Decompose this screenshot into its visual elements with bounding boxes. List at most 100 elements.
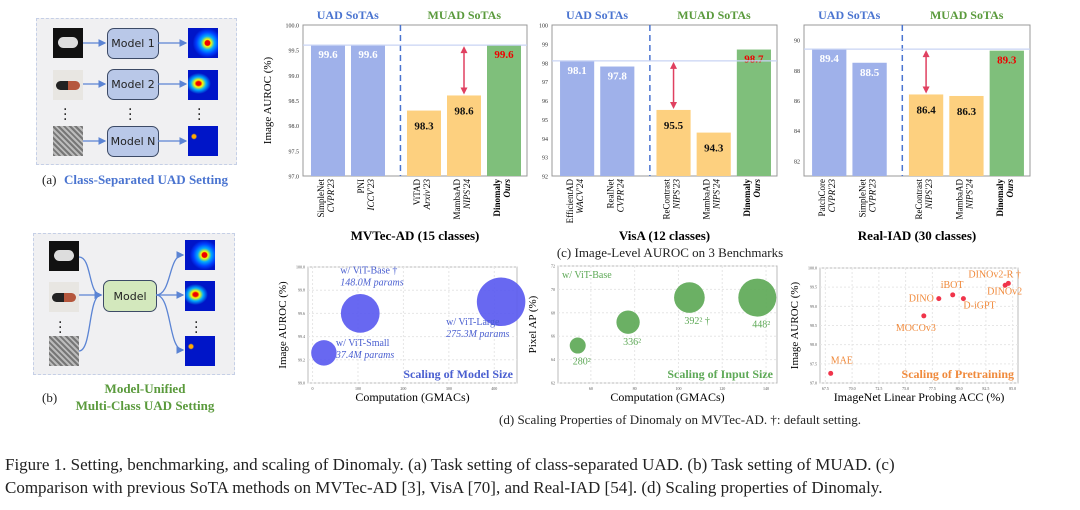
y-tick-label: 90 bbox=[794, 39, 800, 45]
y-tick-label: 62 bbox=[551, 381, 555, 386]
plot-frame bbox=[557, 265, 778, 384]
x-tick-label: ReContrastNIPS'23 bbox=[914, 179, 934, 220]
x-tick-label: ReContrastNIPS'23 bbox=[662, 179, 682, 220]
x-tick-venue: NIPS'24 bbox=[964, 179, 974, 210]
model-2-box: Model 2 bbox=[107, 69, 159, 100]
gap-arrow-head bbox=[670, 101, 678, 109]
chart-title: Real-IAD (30 classes) bbox=[858, 228, 976, 243]
x-tick-label: EfficientADWACV'24 bbox=[565, 179, 585, 224]
data-point bbox=[340, 294, 380, 333]
scatter-chart-1: 60 80 100 120 140 62 64 66 68 70 72 Computation (GM… bbox=[527, 264, 778, 404]
y-tick-label: 70 bbox=[551, 287, 555, 292]
x-tick-label: RealNetCVPR'24 bbox=[605, 179, 625, 213]
x-tick-label: 70.0 bbox=[849, 386, 856, 391]
group-label-uad: UAD SoTAs bbox=[818, 8, 880, 22]
x-tick-name: EfficientAD bbox=[565, 179, 575, 224]
x-tick-label: 80 bbox=[633, 386, 637, 391]
y-tick-label: 100 bbox=[539, 24, 548, 30]
x-tick-venue: Arxiv'23 bbox=[422, 179, 432, 211]
y-tick-label: 97.0 bbox=[289, 175, 300, 181]
y-tick-label: 93 bbox=[542, 156, 548, 162]
x-tick-label: 77.5 bbox=[929, 386, 936, 391]
plot-frame bbox=[307, 266, 518, 384]
x-tick-name: ReContrast bbox=[662, 179, 672, 220]
bar-realnet bbox=[600, 66, 635, 176]
x-tick-name: Dinomaly bbox=[995, 179, 1005, 217]
y-axis-label: Image AUROC (%) bbox=[262, 56, 274, 144]
y-tick-label: 97.5 bbox=[289, 149, 300, 155]
y-tick-label: 98.0 bbox=[289, 124, 300, 130]
x-tick-label: MambaADNIPS'24 bbox=[954, 179, 974, 220]
x-tick-venue: Ours bbox=[502, 179, 512, 198]
x-tick-label: PNIICCV'23 bbox=[356, 179, 376, 212]
x-tick-label: 72.5 bbox=[875, 386, 882, 391]
x-tick-label: SimpleNetCVPR'23 bbox=[316, 179, 336, 218]
capsule-image bbox=[49, 282, 79, 312]
gap-arrow-head bbox=[922, 86, 930, 94]
unified-model-box: Model bbox=[103, 280, 157, 312]
pill-image bbox=[49, 241, 79, 271]
y-tick-label: 99.6 bbox=[298, 311, 305, 316]
x-tick-label: 75.0 bbox=[902, 386, 909, 391]
y-tick-label: 99.5 bbox=[810, 285, 817, 290]
x-tick-label: 85.0 bbox=[1009, 386, 1016, 391]
y-tick-label: 98 bbox=[542, 61, 548, 67]
point-label-params: 275.3M params bbox=[446, 329, 509, 340]
group-label-muad: MUAD SoTAs bbox=[677, 8, 751, 22]
x-tick-venue: CVPR'24 bbox=[615, 179, 625, 213]
y-tick-label: 99.4 bbox=[298, 334, 305, 339]
x-tick-name: ReContrast bbox=[914, 179, 924, 220]
x-tick-label: 120 bbox=[719, 386, 725, 391]
y-tick-label: 98.0 bbox=[810, 342, 817, 347]
gap-arrow-head bbox=[460, 46, 468, 54]
data-point bbox=[616, 310, 640, 334]
x-tick-label: 400 bbox=[491, 386, 497, 391]
y-tick-label: 97.5 bbox=[810, 361, 817, 366]
bar-recontrast bbox=[908, 94, 944, 176]
y-tick-label: 86 bbox=[794, 99, 800, 105]
group-label-uad: UAD SoTAs bbox=[317, 8, 379, 22]
bar-value-label: 86.4 bbox=[916, 104, 936, 116]
point-label: 448² bbox=[752, 320, 770, 331]
bar-value-label: 97.8 bbox=[608, 71, 628, 83]
bar-dinomaly bbox=[989, 50, 1024, 176]
gap-arrow-head bbox=[922, 50, 930, 58]
bar-efficientad bbox=[560, 60, 595, 176]
y-tick-label: 64 bbox=[551, 357, 555, 362]
pill-image bbox=[53, 28, 83, 58]
x-tick-label: 60 bbox=[589, 386, 593, 391]
anomaly-heatmap bbox=[188, 70, 218, 100]
y-tick-label: 99.8 bbox=[298, 288, 305, 293]
x-tick-label: DinomalyOurs bbox=[742, 179, 762, 217]
point-label-params: 148.0M params bbox=[340, 277, 403, 288]
chart-title: VisA (12 classes) bbox=[619, 228, 710, 243]
data-point bbox=[1005, 280, 1011, 286]
bar-value-label: 98.3 bbox=[414, 121, 434, 133]
point-label: 392² † bbox=[684, 316, 710, 327]
y-tick-label: 68 bbox=[551, 310, 555, 315]
x-tick-venue: CVPR'23 bbox=[827, 179, 837, 213]
panel-a-arrows bbox=[83, 39, 188, 145]
bar-value-label: 89.3 bbox=[997, 55, 1017, 67]
point-label: D-iGPT bbox=[963, 301, 995, 312]
bar-value-label: 98.7 bbox=[744, 54, 764, 66]
x-axis-label: Computation (GMACs) bbox=[610, 390, 724, 404]
x-tick-label: 140 bbox=[763, 386, 769, 391]
x-tick-name: Dinomaly bbox=[742, 179, 752, 217]
chart-title: MVTec-AD (15 classes) bbox=[351, 228, 480, 243]
y-tick-label: 94 bbox=[542, 137, 548, 143]
x-axis-label: ImageNet Linear Probing ACC (%) bbox=[834, 390, 1005, 404]
x-tick-venue: NIPS'23 bbox=[672, 179, 682, 210]
y-tick-label: 100.0 bbox=[808, 266, 817, 271]
y-tick-label: 99.2 bbox=[298, 357, 305, 362]
x-tick-label: ViTADArxiv'23 bbox=[412, 179, 432, 211]
figure-caption-line2: Comparison with previous SoTA methods on… bbox=[5, 478, 883, 497]
x-tick-label: 100 bbox=[675, 386, 681, 391]
charts-canvas: 97.0 97.5 98.0 98.5 99.0 99.5 100.0 Image AUROC… bbox=[262, 8, 1031, 404]
bar-chart-0: 97.0 97.5 98.0 98.5 99.0 99.5 100.0 Image AUROC… bbox=[262, 8, 528, 243]
y-tick-label: 99.5 bbox=[289, 49, 300, 55]
data-point bbox=[960, 296, 966, 302]
point-label: 336² bbox=[623, 337, 641, 348]
x-tick-name: PatchCore bbox=[817, 179, 827, 217]
